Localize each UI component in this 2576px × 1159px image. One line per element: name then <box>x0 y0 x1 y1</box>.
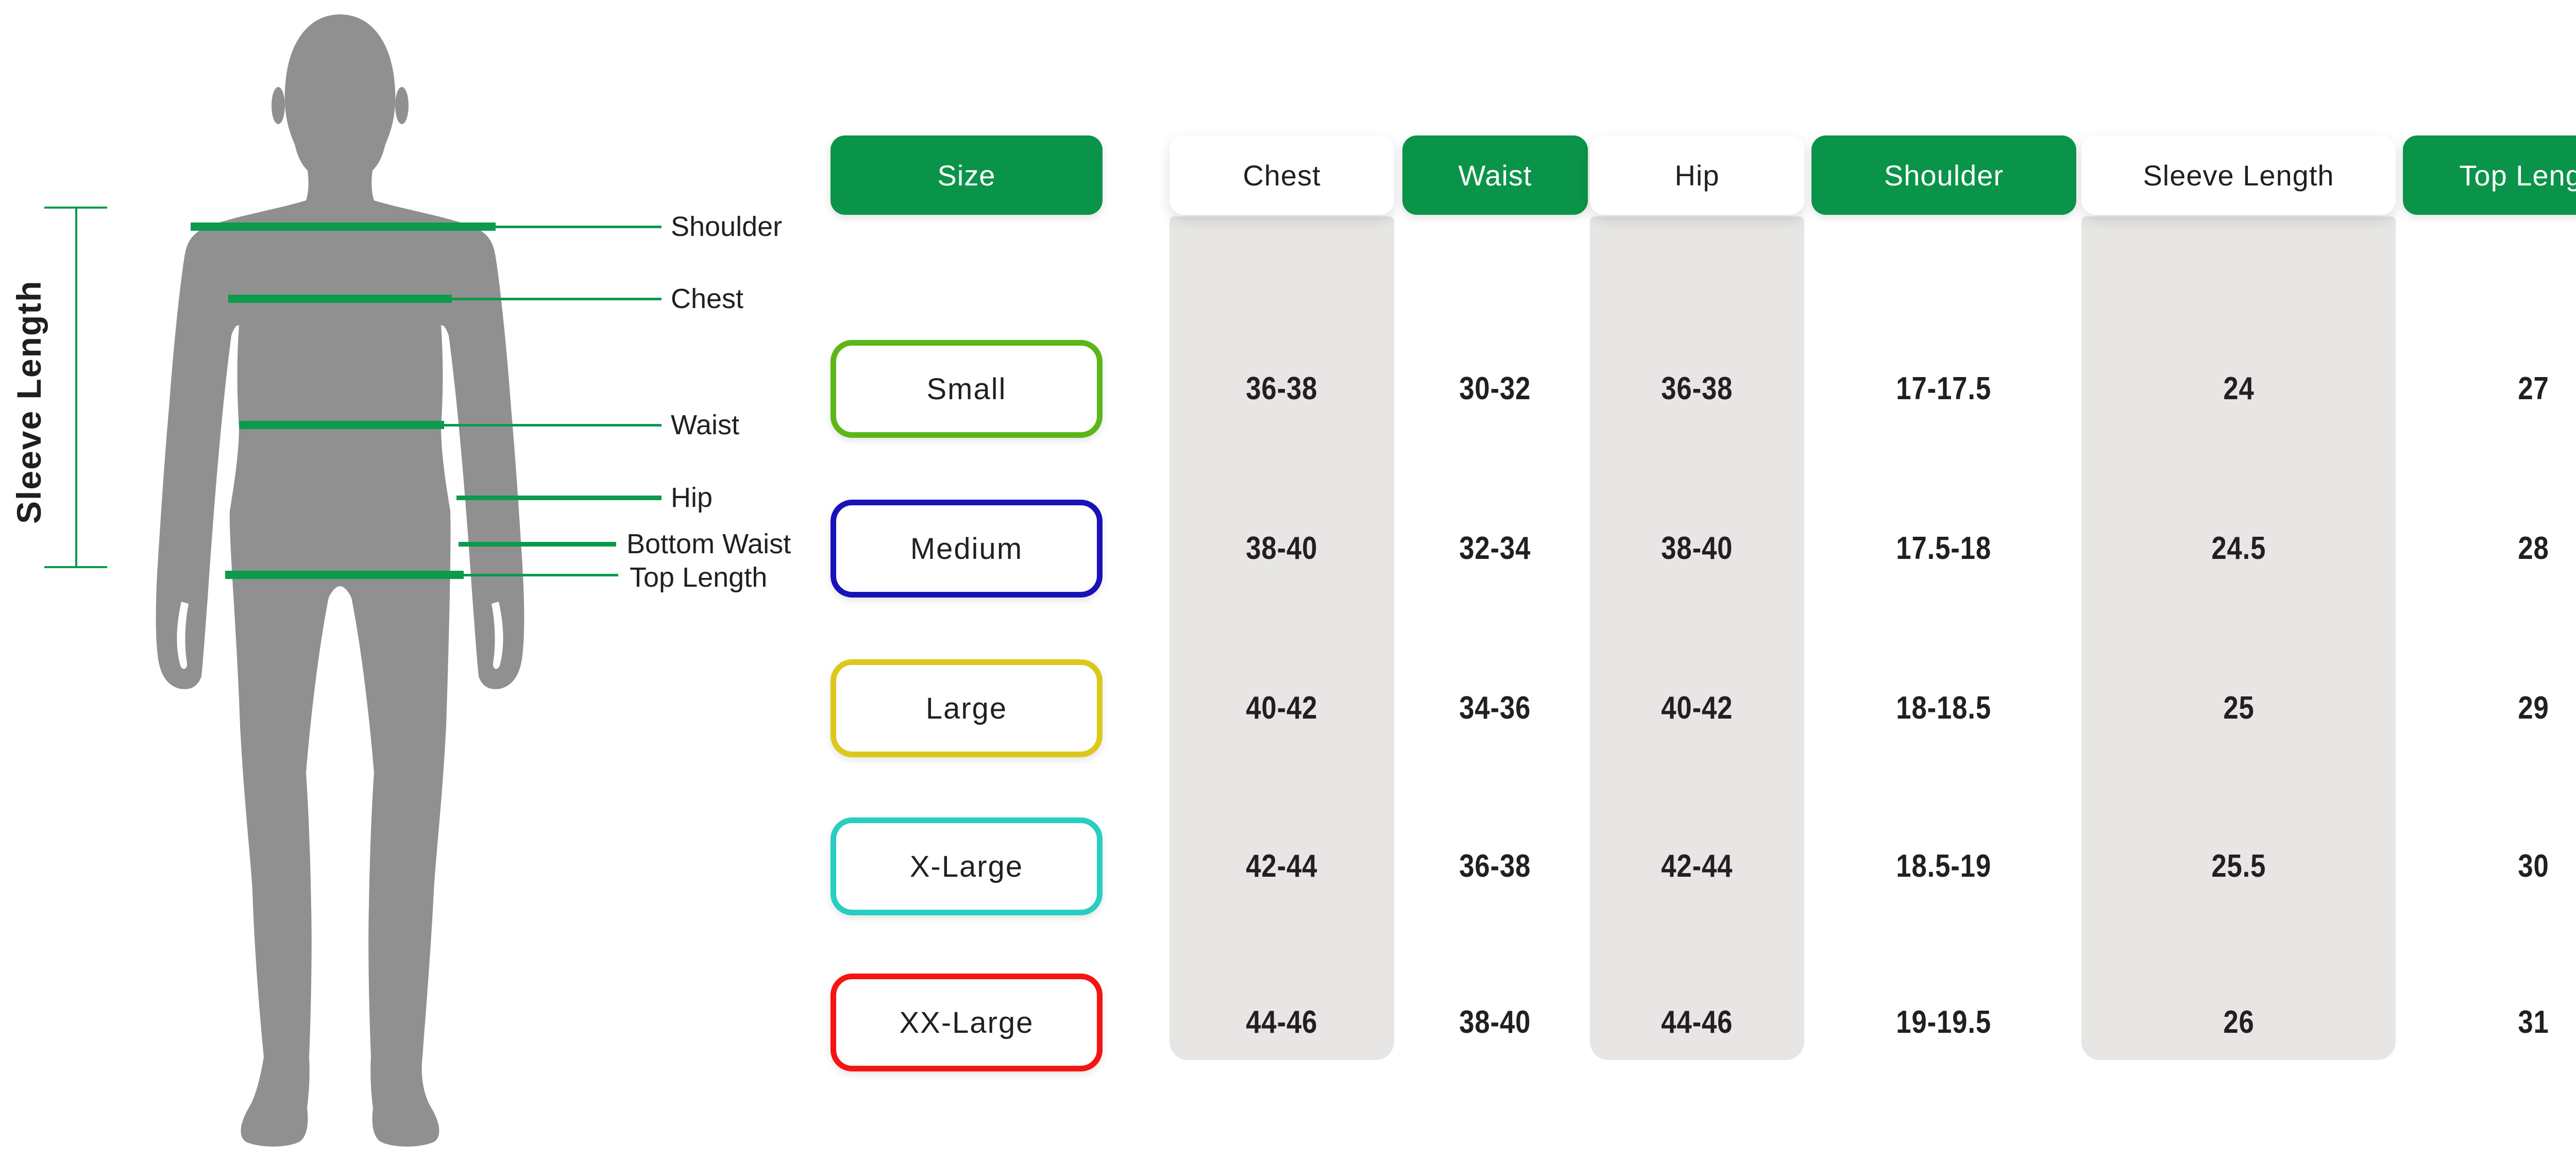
size-button-large[interactable]: Large <box>831 659 1103 757</box>
size-button-xx-large[interactable]: XX-Large <box>831 974 1103 1071</box>
cell-chest-xx-large: 44-46 <box>1246 1004 1318 1040</box>
hip-label: Hip <box>671 482 713 513</box>
body-silhouette-path <box>156 14 524 1147</box>
cell-chest-medium: 38-40 <box>1246 531 1318 566</box>
cell-sleeve-medium: 24.5 <box>2211 531 2266 566</box>
sleeve-length-axis-label: Sleeve Length <box>10 280 48 524</box>
cell-hip-x-large: 42-44 <box>1661 848 1733 884</box>
cell-sleeve-xx-large: 26 <box>2223 1004 2255 1040</box>
cell-shoulder-x-large: 18.5-19 <box>1896 848 1992 884</box>
size-button-small[interactable]: Small <box>831 340 1103 438</box>
header-top-length: Top Length <box>2403 135 2576 215</box>
left-thumb-notch <box>177 602 189 669</box>
cell-top-xx-large: 31 <box>2517 1004 2549 1040</box>
cell-shoulder-xx-large: 19-19.5 <box>1896 1004 1992 1040</box>
chest-column-strip <box>1170 216 1394 1060</box>
sleeve-bracket-bottom-cap <box>44 566 107 568</box>
bottom-waist-line <box>459 542 616 547</box>
cell-waist-medium: 32-34 <box>1459 531 1531 566</box>
header-sleeve-length: Sleeve Length <box>2081 135 2396 215</box>
left-ear-shape <box>272 87 285 124</box>
male-body-silhouette <box>156 14 524 1147</box>
header-shoulder: Shoulder <box>1811 135 2076 215</box>
cell-hip-small: 36-38 <box>1661 371 1733 406</box>
cell-waist-xx-large: 38-40 <box>1459 1004 1531 1040</box>
cell-hip-medium: 38-40 <box>1661 531 1733 566</box>
right-thumb-notch <box>492 602 503 669</box>
sleeve-length-column-strip <box>2081 216 2396 1060</box>
cell-waist-x-large: 36-38 <box>1459 848 1531 884</box>
waist-line <box>239 421 444 429</box>
shoulder-label: Shoulder <box>671 211 783 242</box>
cell-top-medium: 28 <box>2517 531 2549 566</box>
size-button-medium[interactable]: Medium <box>831 500 1103 598</box>
cell-chest-x-large: 42-44 <box>1246 848 1318 884</box>
cell-top-large: 29 <box>2517 690 2549 726</box>
cell-hip-large: 40-42 <box>1661 690 1733 726</box>
right-ear-shape <box>395 87 409 124</box>
header-waist: Waist <box>1402 135 1588 215</box>
cell-chest-small: 36-38 <box>1246 371 1318 406</box>
chest-label: Chest <box>671 283 744 314</box>
waist-label: Waist <box>671 410 739 440</box>
hip-line <box>456 496 662 500</box>
body-measurement-diagram: Sleeve Length Shoulder Chest Waist Hip B… <box>0 0 855 1159</box>
cell-hip-xx-large: 44-46 <box>1661 1004 1733 1040</box>
shoulder-line-extension <box>496 226 662 228</box>
cell-sleeve-large: 25 <box>2223 690 2255 726</box>
cell-waist-small: 30-32 <box>1459 371 1531 406</box>
header-hip: Hip <box>1590 135 1804 215</box>
cell-sleeve-x-large: 25.5 <box>2211 848 2266 884</box>
hip-column-strip <box>1590 216 1804 1060</box>
cell-chest-large: 40-42 <box>1246 690 1318 726</box>
header-chest: Chest <box>1170 135 1394 215</box>
sleeve-bracket-line <box>75 208 77 567</box>
cell-top-small: 27 <box>2517 371 2549 406</box>
cell-waist-large: 34-36 <box>1459 690 1531 726</box>
cell-shoulder-medium: 17.5-18 <box>1896 531 1992 566</box>
shoulder-line <box>191 223 496 231</box>
top-length-label: Top Length <box>630 562 768 593</box>
cell-shoulder-small: 17-17.5 <box>1896 371 1992 406</box>
cell-sleeve-small: 24 <box>2223 371 2255 406</box>
bottom-waist-label: Bottom Waist <box>626 529 791 559</box>
waist-line-extension <box>444 424 662 427</box>
top-length-line-extension <box>464 574 618 576</box>
cell-top-x-large: 30 <box>2517 848 2549 884</box>
header-size: Size <box>831 135 1103 215</box>
top-length-line <box>225 571 464 579</box>
chest-line-extension <box>452 298 662 300</box>
size-button-x-large[interactable]: X-Large <box>831 817 1103 915</box>
cell-shoulder-large: 18-18.5 <box>1896 690 1992 726</box>
chest-line <box>228 295 452 303</box>
